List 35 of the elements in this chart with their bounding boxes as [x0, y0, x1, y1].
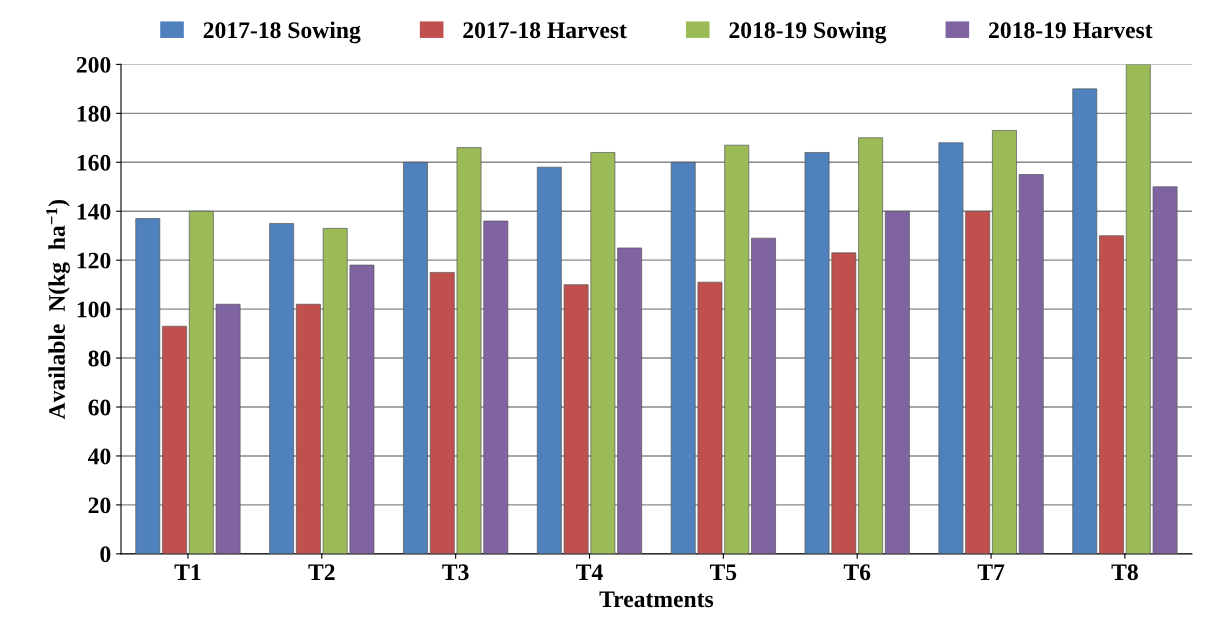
bar — [884, 210, 910, 554]
y-tick-label: 60 — [88, 399, 111, 416]
legend-label: 2018-19 Harvest — [989, 22, 1153, 39]
bar — [403, 161, 428, 554]
bar — [1018, 174, 1044, 554]
legend-label: 2017-18 Sowing — [203, 21, 361, 44]
bar — [269, 223, 295, 554]
bar — [1099, 235, 1124, 554]
x-tick-label: T2 — [308, 564, 335, 580]
x-axis-title: Treatments — [599, 591, 714, 608]
y-axis-title: Available N(kg ha$^{−1}$) — [46, 199, 70, 420]
x-tick-label: T7 — [977, 564, 1005, 580]
y-tick-label: 40 — [87, 448, 111, 465]
y-tick-label: 100 — [77, 301, 111, 318]
y-tick-label: 20 — [88, 497, 111, 514]
x-tick-label: T5 — [709, 564, 737, 581]
y-tick-label: 0 — [100, 546, 111, 563]
x-tick-label: T1 — [174, 564, 201, 580]
y-tick-label: 80 — [88, 350, 111, 367]
y-tick-label: 120 — [77, 252, 111, 269]
bar — [135, 218, 161, 554]
x-tick-label: T3 — [442, 564, 469, 581]
y-tick-label: 140 — [77, 203, 111, 220]
bar — [1072, 88, 1098, 554]
y-tick-label: 200 — [76, 56, 111, 73]
bar — [751, 237, 776, 554]
x-tick-label: T4 — [576, 564, 603, 580]
x-tick-label: T6 — [843, 564, 871, 581]
y-tick-label: 160 — [77, 154, 111, 171]
bar — [992, 130, 1017, 554]
x-tick-label: T8 — [1111, 564, 1138, 581]
legend-label: 2017-18 Harvest — [463, 22, 627, 39]
y-tick-label: 180 — [77, 105, 111, 122]
legend-label: 2018-19 Sowing — [729, 21, 887, 44]
bar — [162, 325, 187, 554]
